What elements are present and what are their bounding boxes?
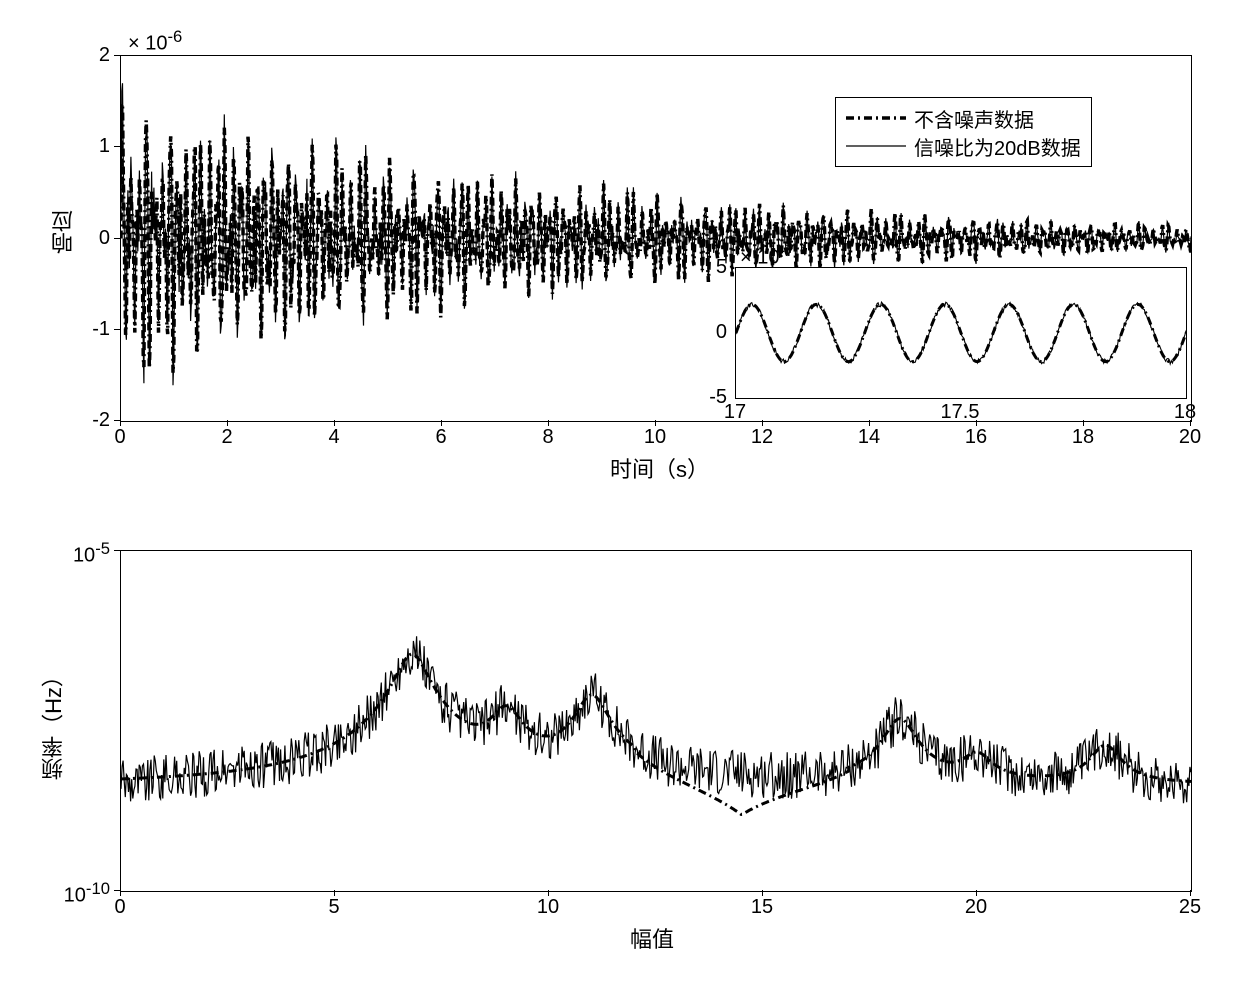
bottom-x-label: 幅值 (630, 922, 674, 954)
legend-label: 不含噪声数据 (914, 104, 1034, 133)
bottom-y-label: 频率（Hz） (38, 665, 70, 780)
inset-y-exponent: × 10-7 (740, 241, 794, 270)
legend: 不含噪声数据 信噪比为20dB数据 (835, 97, 1092, 167)
top-x-label: 时间（s） (610, 452, 709, 484)
legend-label: 信噪比为20dB数据 (914, 132, 1081, 161)
top-y-label: 响应 (48, 210, 80, 254)
legend-entry-snr20: 信噪比为20dB数据 (846, 132, 1081, 160)
inset-zoom-plot (735, 267, 1187, 399)
bottom-freq-plot (120, 550, 1192, 892)
legend-swatch-dashdot (846, 108, 906, 128)
figure-root: × 10-6 响应 时间（s） 不含噪声数据 信噪比为20dB数据 × 10-7… (20, 20, 1219, 963)
legend-entry-noise-free: 不含噪声数据 (846, 104, 1081, 132)
top-y-exponent: × 10-6 (128, 27, 182, 56)
legend-swatch-solid (846, 136, 906, 156)
